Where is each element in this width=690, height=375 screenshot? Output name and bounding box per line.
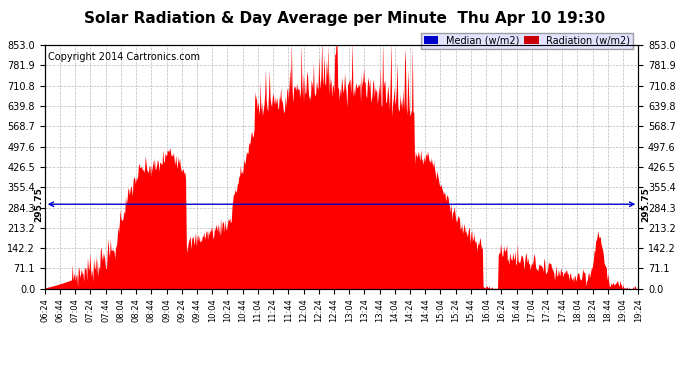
Text: Solar Radiation & Day Average per Minute  Thu Apr 10 19:30: Solar Radiation & Day Average per Minute… [84,11,606,26]
Text: 295.75: 295.75 [641,187,650,222]
Text: 295.75: 295.75 [34,187,43,222]
Legend: Median (w/m2), Radiation (w/m2): Median (w/m2), Radiation (w/m2) [421,33,633,49]
Text: Copyright 2014 Cartronics.com: Copyright 2014 Cartronics.com [48,53,200,62]
